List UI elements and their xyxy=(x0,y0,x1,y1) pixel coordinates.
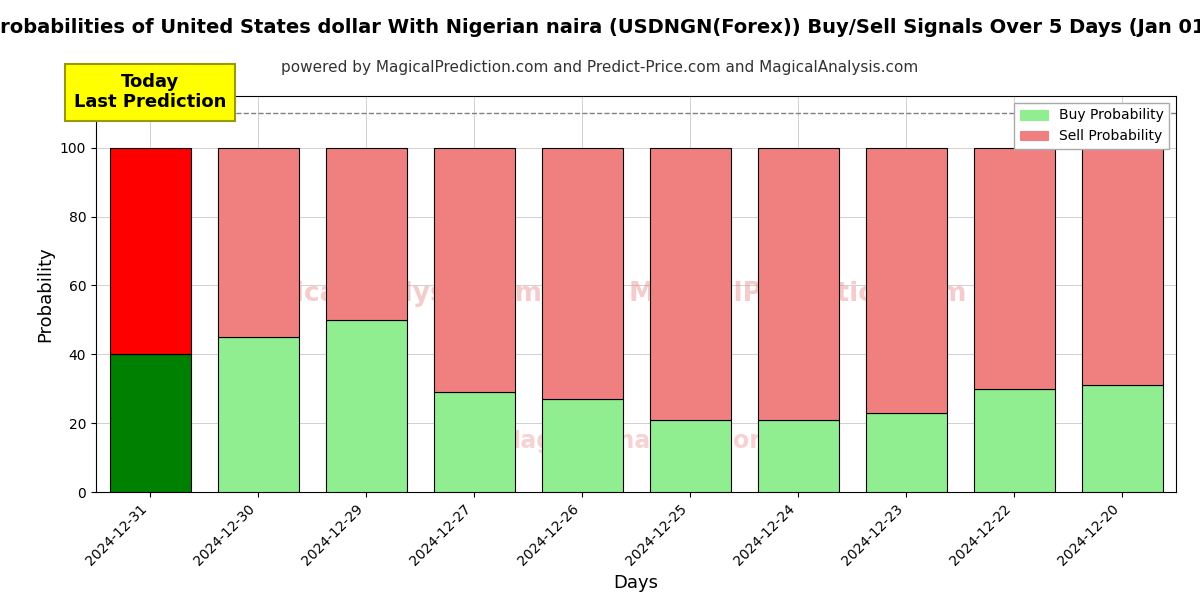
Text: MagicalPrediction.com: MagicalPrediction.com xyxy=(629,281,967,307)
X-axis label: Days: Days xyxy=(613,574,659,592)
Bar xyxy=(865,413,947,492)
Bar xyxy=(541,148,623,399)
Bar xyxy=(973,148,1055,389)
Bar xyxy=(217,337,299,492)
Bar xyxy=(1081,148,1163,385)
Bar xyxy=(433,392,515,492)
Y-axis label: Probability: Probability xyxy=(36,246,54,342)
Bar xyxy=(865,148,947,413)
Bar xyxy=(1081,385,1163,492)
Text: powered by MagicalPrediction.com and Predict-Price.com and MagicalAnalysis.com: powered by MagicalPrediction.com and Pre… xyxy=(281,60,919,75)
Bar xyxy=(541,399,623,492)
Bar xyxy=(973,389,1055,492)
Text: MagicalAnalysis.com: MagicalAnalysis.com xyxy=(498,428,774,452)
Text: Today
Last Prediction: Today Last Prediction xyxy=(74,73,226,112)
Bar xyxy=(325,148,407,320)
Bar xyxy=(649,148,731,419)
Bar xyxy=(649,419,731,492)
Text: MagicalAnalysis.com: MagicalAnalysis.com xyxy=(233,281,542,307)
Legend: Buy Probability, Sell Probability: Buy Probability, Sell Probability xyxy=(1014,103,1169,149)
Bar xyxy=(757,419,839,492)
Bar xyxy=(757,148,839,419)
Bar xyxy=(217,148,299,337)
Bar xyxy=(109,354,191,492)
Bar xyxy=(325,320,407,492)
Bar xyxy=(433,148,515,392)
Text: Probabilities of United States dollar With Nigerian naira (USDNGN(Forex)) Buy/Se: Probabilities of United States dollar Wi… xyxy=(0,18,1200,37)
Bar xyxy=(109,148,191,354)
